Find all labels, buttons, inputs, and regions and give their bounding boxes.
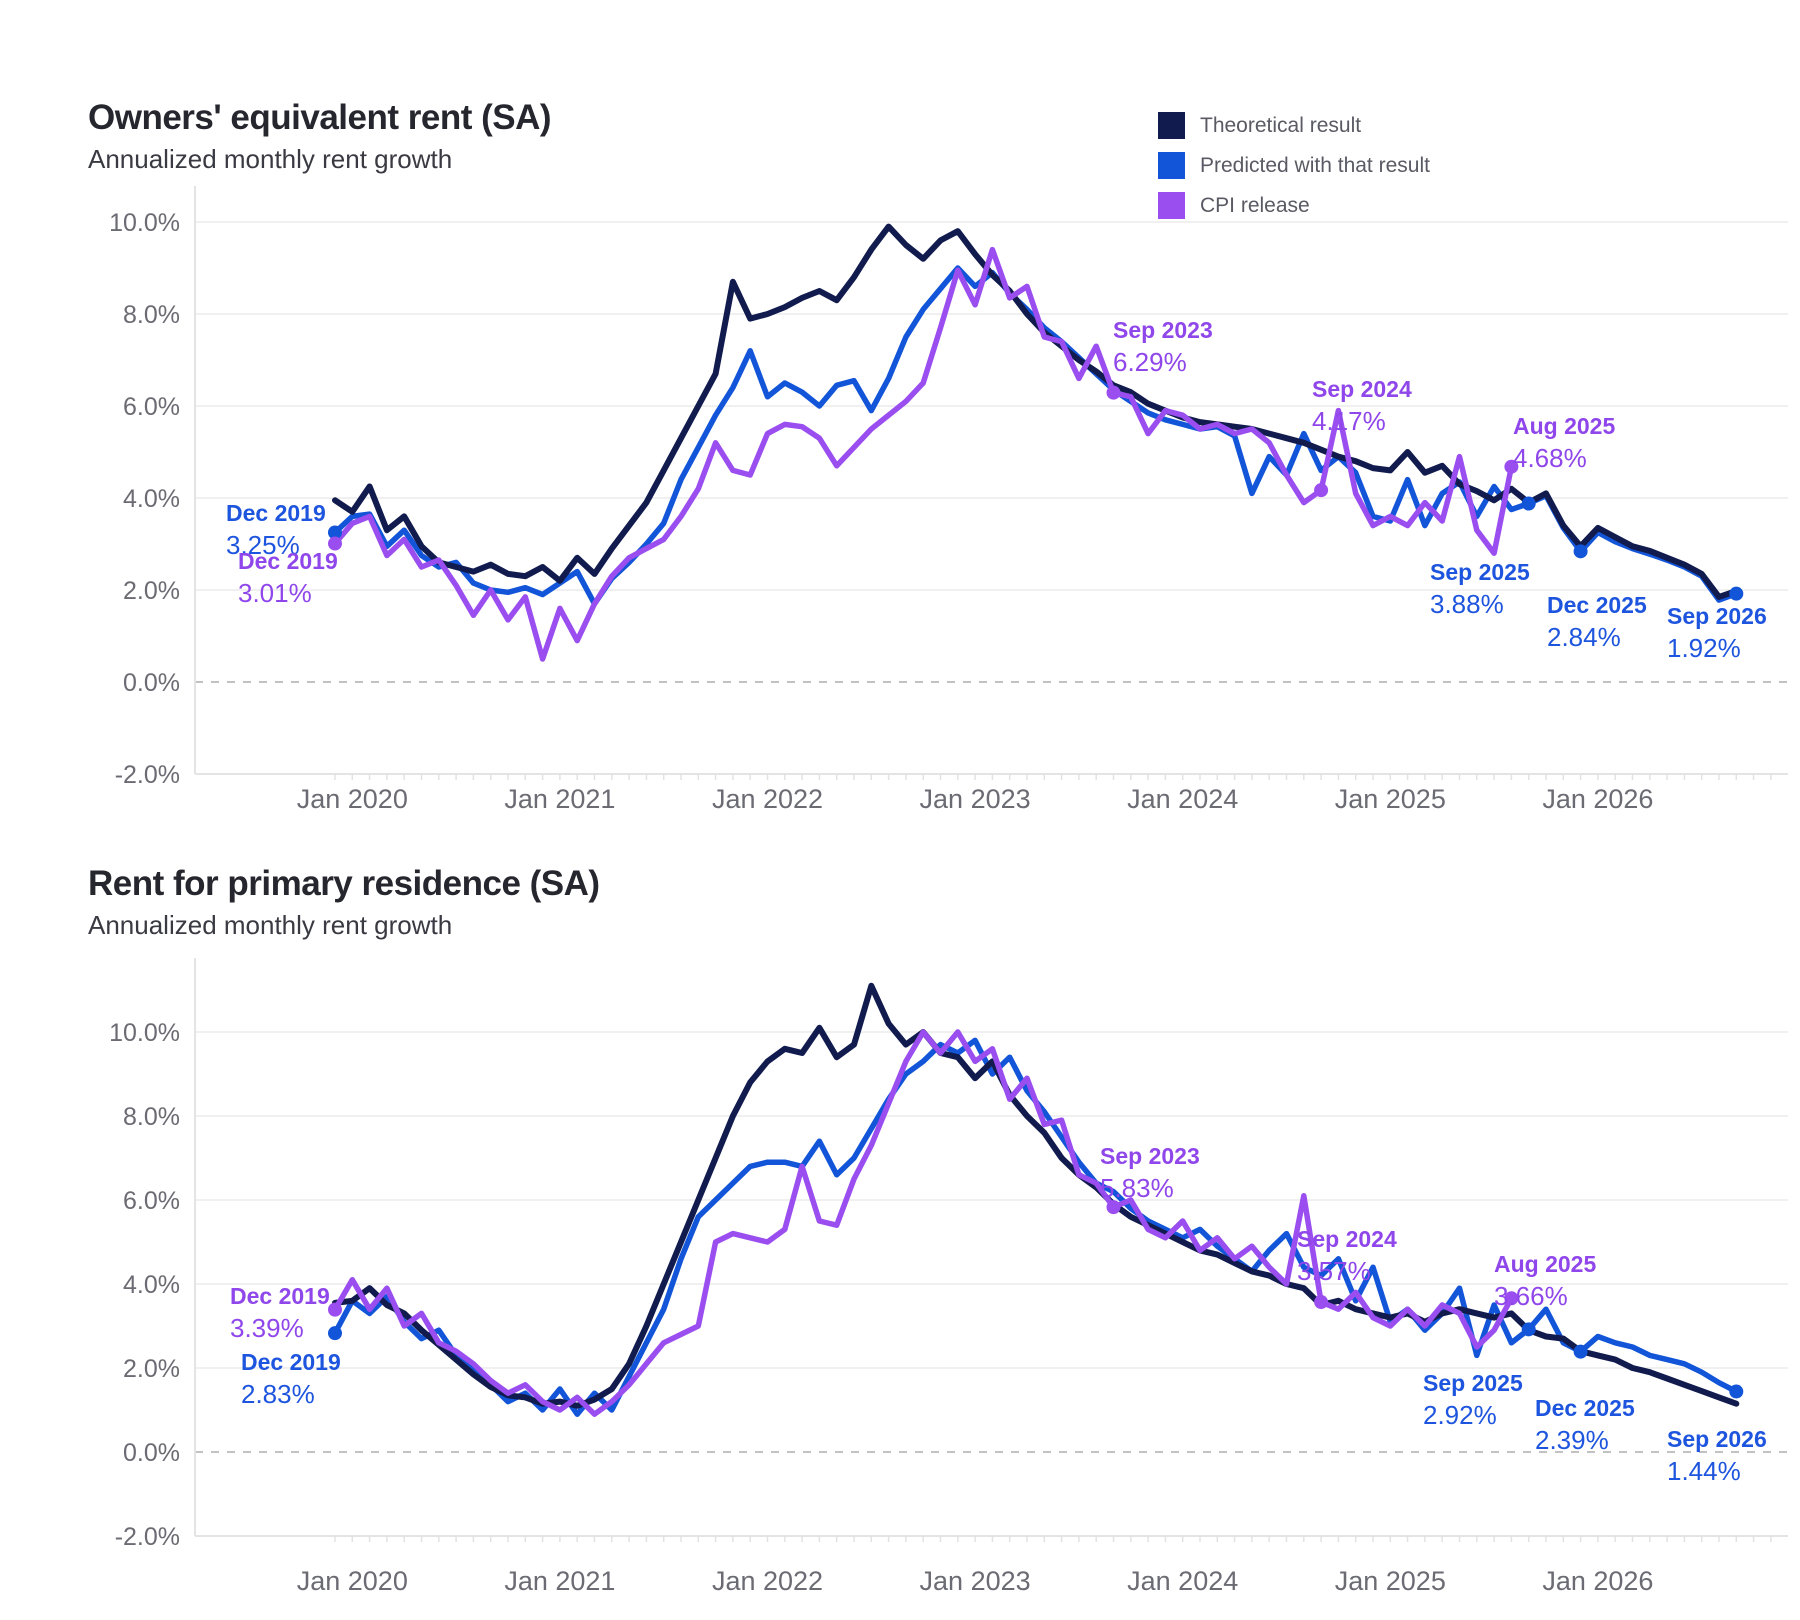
legend-label: Predicted with that result bbox=[1200, 153, 1430, 177]
y-tick-label: 8.0% bbox=[123, 1103, 180, 1131]
marker-dot-predicted bbox=[328, 525, 342, 540]
annotation-date: Aug 2025 bbox=[1494, 1251, 1596, 1277]
annotation-value: 4.17% bbox=[1312, 406, 1386, 436]
annotation-value: 6.29% bbox=[1113, 347, 1187, 377]
x-tick-label: Jan 2024 bbox=[1127, 1566, 1238, 1596]
oer-chart-title: Owners' equivalent rent (SA) bbox=[88, 98, 552, 137]
series-line-theoretical bbox=[332, 223, 1740, 600]
marker-dot-cpi bbox=[1314, 483, 1329, 498]
x-tick-label: Jan 2021 bbox=[504, 784, 615, 810]
marker-dot-cpi bbox=[1504, 459, 1519, 474]
cpi-swatch-icon bbox=[1158, 192, 1185, 219]
annotation-value: 2.39% bbox=[1535, 1425, 1609, 1455]
series-line-cpi bbox=[332, 1029, 1515, 1417]
annotation-date: Sep 2025 bbox=[1423, 1370, 1523, 1396]
y-tick-label: 0.0% bbox=[123, 669, 180, 697]
x-tick-label: Jan 2026 bbox=[1542, 1566, 1653, 1596]
y-tick-label: -2.0% bbox=[115, 761, 180, 789]
primary-rent-chart: 10.0% 8.0% 6.0% 4.0% 2.0% 0.0% -2.0% Jan 2020 Ja… bbox=[109, 958, 1788, 1596]
x-tick-label: Jan 2023 bbox=[920, 784, 1031, 810]
primary-rent-chart-subtitle: Annualized monthly rent growth bbox=[88, 910, 453, 940]
y-tick-label: 0.0% bbox=[123, 1439, 180, 1467]
annotation-value: 1.92% bbox=[1667, 633, 1741, 663]
legend-item-theoretical: Theoretical result bbox=[1158, 112, 1430, 139]
annotation-date: Dec 2019 bbox=[226, 500, 326, 526]
primary-rent-chart-title: Rent for primary residence (SA) bbox=[88, 864, 600, 903]
theoretical-swatch-icon bbox=[1158, 112, 1185, 139]
legend-item-cpi: CPI release bbox=[1158, 192, 1430, 219]
annotation-date: Dec 2019 bbox=[238, 548, 338, 574]
annotation-date: Dec 2025 bbox=[1535, 1395, 1635, 1421]
annotation-value: 2.83% bbox=[241, 1379, 315, 1409]
x-tick-label: Jan 2022 bbox=[712, 1566, 823, 1596]
marker-dot-predicted bbox=[1521, 1322, 1536, 1337]
x-tick-label: Jan 2025 bbox=[1335, 1566, 1446, 1596]
y-tick-label: 6.0% bbox=[123, 1187, 180, 1215]
oer-chart-subtitle: Annualized monthly rent growth bbox=[88, 144, 453, 174]
y-tick-label: 4.0% bbox=[123, 1271, 180, 1299]
marker-dot-predicted bbox=[1521, 496, 1536, 511]
oer-chart: 10.0% 8.0% 6.0% 4.0% 2.0% 0.0% -2.0% Jan 2020 Ja… bbox=[109, 186, 1788, 810]
annotation-value: 3.01% bbox=[238, 578, 312, 608]
marker-dot-cpi bbox=[1314, 1295, 1329, 1310]
annotation-date: Sep 2024 bbox=[1312, 376, 1412, 402]
marker-dot-predicted bbox=[1729, 586, 1744, 601]
legend: Theoretical result Predicted with that r… bbox=[1158, 112, 1430, 219]
annotation-date: Dec 2019 bbox=[241, 1349, 341, 1375]
y-tick-label: 6.0% bbox=[123, 393, 180, 421]
x-tick-label: Jan 2026 bbox=[1542, 784, 1653, 810]
legend-label: CPI release bbox=[1200, 193, 1310, 217]
y-tick-label: 2.0% bbox=[123, 1355, 180, 1383]
y-tick-label: 8.0% bbox=[123, 301, 180, 329]
y-tick-label: -2.0% bbox=[115, 1523, 180, 1551]
annotation-date: Sep 2026 bbox=[1667, 1426, 1767, 1452]
annotation-date: Sep 2023 bbox=[1113, 317, 1213, 343]
annotation-value: 2.84% bbox=[1547, 622, 1621, 652]
annotation-value: 4.68% bbox=[1513, 443, 1587, 473]
annotation-date: Sep 2024 bbox=[1297, 1226, 1397, 1252]
marker-dot-predicted bbox=[1573, 544, 1588, 559]
x-tick-label: Jan 2022 bbox=[712, 784, 823, 810]
annotation-value: 3.57% bbox=[1297, 1256, 1371, 1286]
annotation-date: Sep 2026 bbox=[1667, 603, 1767, 629]
y-tick-label: 10.0% bbox=[109, 1019, 180, 1047]
annotation-value: 5.83% bbox=[1100, 1173, 1174, 1203]
x-tick-label: Jan 2021 bbox=[504, 1566, 615, 1596]
y-tick-label: 10.0% bbox=[109, 209, 180, 237]
marker-dot-cpi bbox=[328, 536, 342, 551]
x-tick-label: Jan 2020 bbox=[297, 1566, 408, 1596]
series-line-cpi bbox=[332, 246, 1515, 662]
marker-dot-cpi bbox=[1106, 385, 1121, 400]
predicted-swatch-icon bbox=[1158, 152, 1185, 179]
annotation-date: Dec 2025 bbox=[1547, 592, 1647, 618]
annotation-date: Dec 2019 bbox=[230, 1283, 330, 1309]
marker-dot-predicted bbox=[328, 1326, 342, 1341]
legend-item-predicted: Predicted with that result bbox=[1158, 152, 1430, 179]
annotation-value: 3.39% bbox=[230, 1313, 304, 1343]
annotation-date: Sep 2023 bbox=[1100, 1143, 1200, 1169]
marker-dot-predicted bbox=[1573, 1344, 1588, 1359]
x-tick-label: Jan 2020 bbox=[297, 784, 408, 810]
y-tick-label: 4.0% bbox=[123, 485, 180, 513]
marker-dot-cpi bbox=[1504, 1291, 1519, 1306]
series-line-theoretical bbox=[332, 982, 1740, 1409]
annotation-date: Aug 2025 bbox=[1513, 413, 1615, 439]
annotation-value: 3.66% bbox=[1494, 1281, 1568, 1311]
annotation-value: 3.88% bbox=[1430, 589, 1504, 619]
marker-dot-predicted bbox=[1729, 1384, 1744, 1399]
annotation-date: Sep 2025 bbox=[1430, 559, 1530, 585]
x-tick-label: Jan 2023 bbox=[920, 1566, 1031, 1596]
x-tick-label: Jan 2024 bbox=[1127, 784, 1238, 810]
x-tick-label: Jan 2025 bbox=[1335, 784, 1446, 810]
annotation-value: 3.25% bbox=[226, 530, 300, 560]
legend-label: Theoretical result bbox=[1200, 113, 1362, 137]
marker-dot-cpi bbox=[1106, 1200, 1121, 1215]
annotation-value: 2.92% bbox=[1423, 1400, 1497, 1430]
y-tick-label: 2.0% bbox=[123, 577, 180, 605]
annotation-value: 1.44% bbox=[1667, 1456, 1741, 1486]
marker-dot-cpi bbox=[328, 1302, 342, 1317]
